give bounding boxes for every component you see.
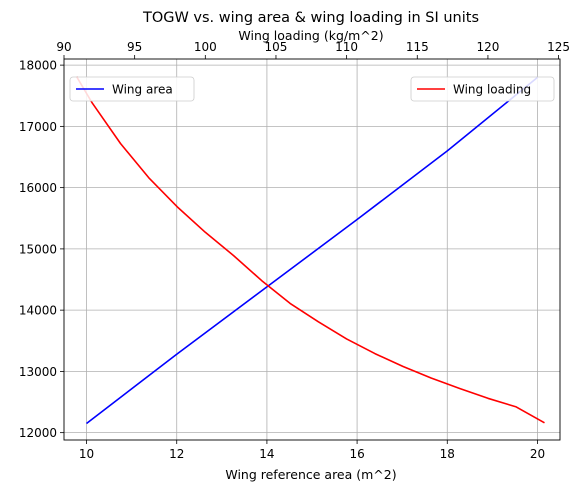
x2-tick-label: 105 <box>265 40 288 54</box>
x2-tick-label: 110 <box>335 40 358 54</box>
y-tick-label: 12000 <box>19 426 57 440</box>
x2-tick-label: 125 <box>547 40 570 54</box>
legend-label: Wing area <box>112 83 173 97</box>
axis-ticks: 10 12 14 16 18 20 90 95 100 105 110 115 120 125 12000 1… <box>19 40 570 461</box>
bottom-axis-label: Wing reference area (m^2) <box>225 467 396 482</box>
grid <box>64 59 560 440</box>
series-layer <box>76 76 545 425</box>
x2-tick-label: 95 <box>127 40 142 54</box>
legend-label: Wing loading <box>453 83 531 97</box>
x2-tick-label: 120 <box>476 40 499 54</box>
y-tick-label: 17000 <box>19 120 57 134</box>
x-tick-label: 14 <box>259 447 274 461</box>
x-tick-label: 16 <box>349 447 364 461</box>
y-tick-label: 16000 <box>19 181 57 195</box>
y-tick-label: 15000 <box>19 242 57 256</box>
y-tick-label: 18000 <box>19 59 57 73</box>
x2-tick-label: 90 <box>56 40 71 54</box>
y-tick-label: 14000 <box>19 304 57 318</box>
x-tick-label: 18 <box>440 447 455 461</box>
series-line-wing-loading <box>76 76 545 424</box>
series-line-wing-area <box>86 76 539 425</box>
legend-wing-loading: Wing loading <box>410 76 555 102</box>
x2-tick-label: 115 <box>406 40 429 54</box>
x2-tick-label: 100 <box>194 40 217 54</box>
top-axis-label: Wing loading (kg/m^2) <box>238 28 383 43</box>
x-tick-label: 10 <box>79 447 94 461</box>
chart-title: TOGW vs. wing area & wing loading in SI … <box>142 10 479 26</box>
legend-wing-area: Wing area <box>69 76 195 102</box>
legend-box <box>69 76 195 102</box>
x-tick-label: 20 <box>530 447 545 461</box>
x-tick-label: 12 <box>169 447 184 461</box>
legend-box <box>410 76 555 102</box>
y-tick-label: 13000 <box>19 365 57 379</box>
plot-frame <box>63 58 561 441</box>
